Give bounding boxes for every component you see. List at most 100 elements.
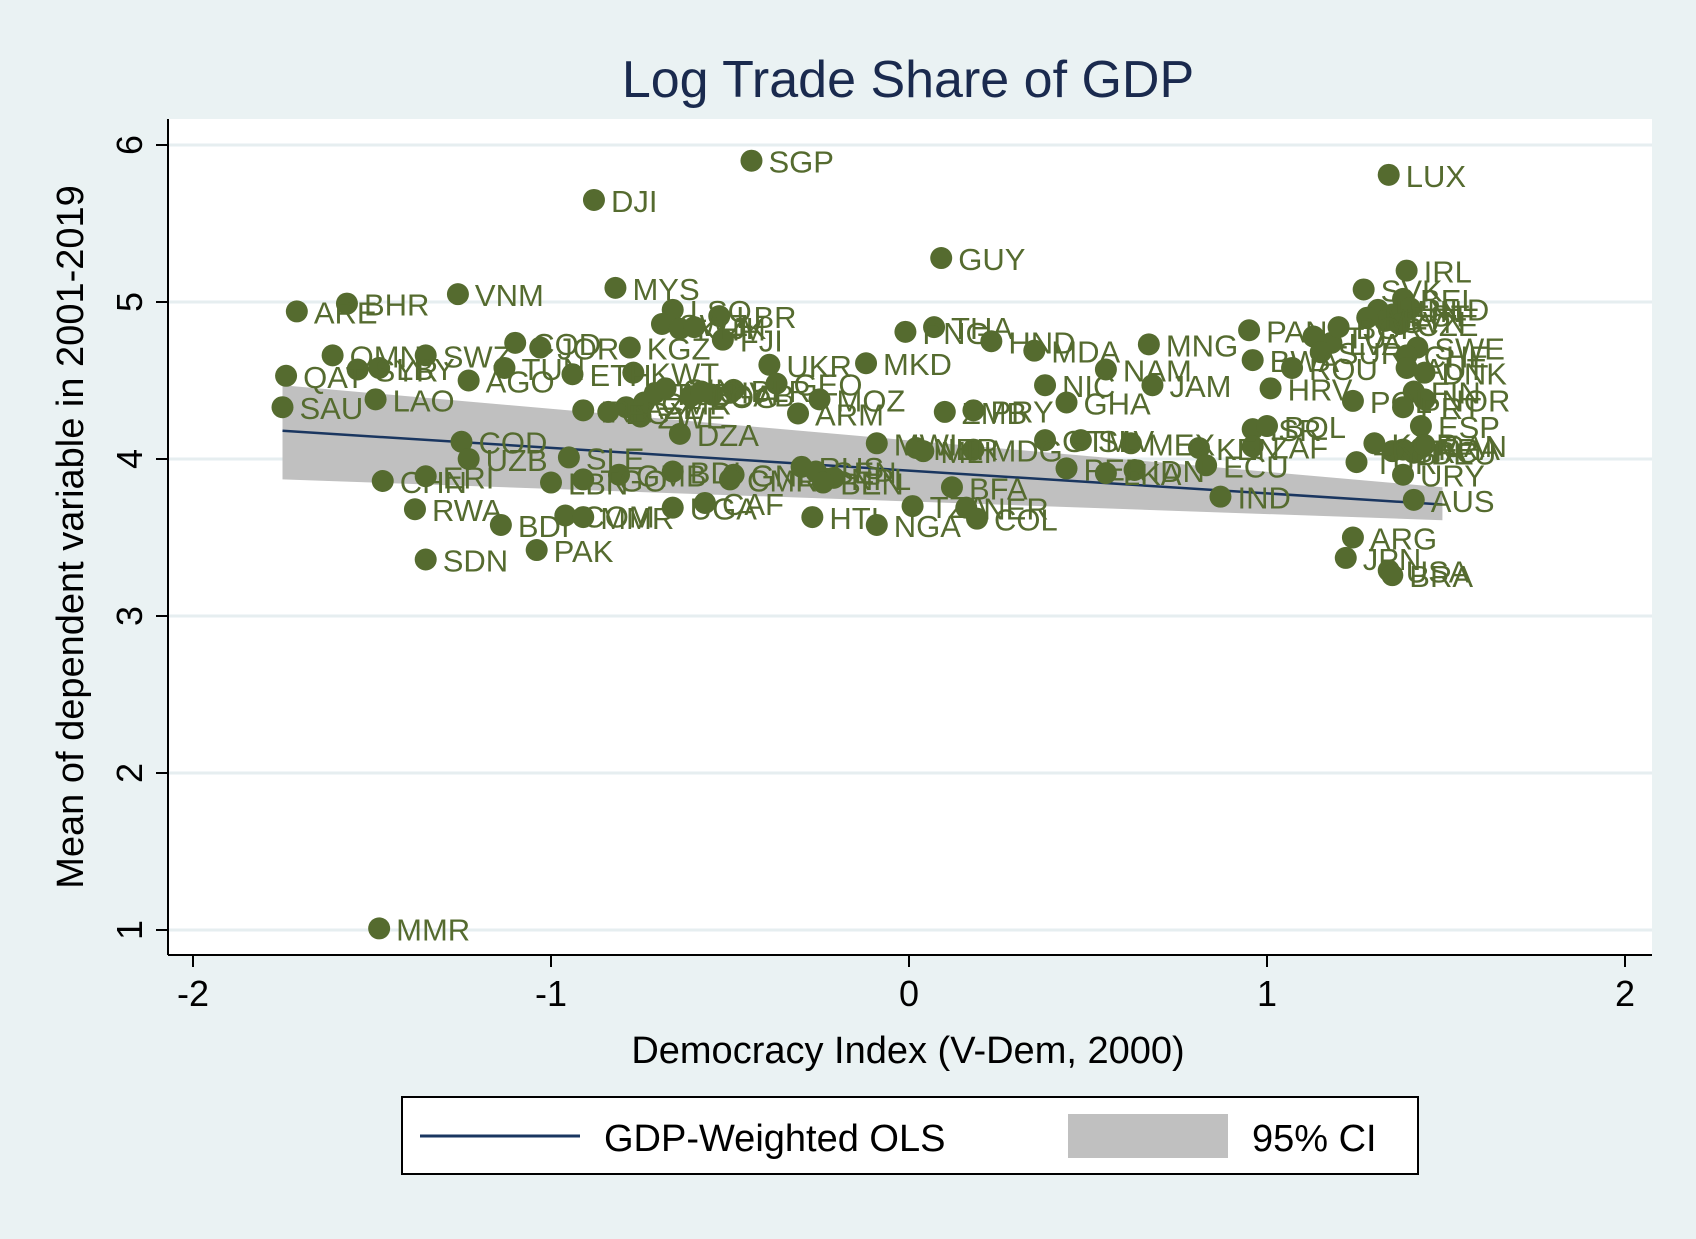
point-label: VNM (475, 278, 544, 313)
point-label: ARE (314, 295, 378, 330)
data-point (540, 471, 562, 494)
point-label: ROU (1309, 352, 1378, 387)
data-point (1094, 358, 1117, 381)
point-label: ECU (1223, 449, 1288, 484)
point-label: NLD (1427, 292, 1489, 327)
data-point (690, 380, 713, 403)
point-label: KEN (1216, 432, 1280, 467)
x-axis-label: Democracy Index (V-Dem, 2000) (631, 1030, 1184, 1072)
data-point (1055, 391, 1078, 414)
data-point (414, 548, 437, 571)
point-label: SDN (443, 543, 508, 578)
point-label: GHA (1084, 386, 1152, 421)
plot-area (168, 119, 1652, 955)
data-point (1209, 485, 1232, 508)
data-point (457, 369, 480, 392)
data-point (608, 463, 631, 486)
point-label: BEL (1420, 283, 1479, 318)
data-point (414, 344, 437, 367)
data-point (930, 247, 953, 270)
data-point (812, 471, 835, 494)
data-point (525, 539, 548, 562)
data-point (787, 402, 810, 425)
point-label: SVN (1402, 305, 1466, 340)
point-label: COL (994, 503, 1058, 538)
point-label: CZE (1416, 308, 1478, 343)
data-point (450, 430, 473, 453)
data-point (285, 300, 308, 323)
data-point (1392, 463, 1415, 486)
data-point (765, 372, 788, 395)
data-point (1356, 306, 1379, 329)
data-point (1123, 458, 1146, 481)
data-point (1334, 546, 1357, 569)
data-point (1363, 432, 1386, 455)
data-point (912, 440, 935, 463)
point-label: IRL (1424, 255, 1472, 290)
data-point (962, 399, 985, 422)
point-label: DNK (1442, 357, 1508, 392)
y-tick-label: 3 (109, 606, 150, 626)
data-point (650, 312, 673, 335)
data-point (271, 396, 294, 419)
data-point (962, 438, 985, 461)
point-label: NER (983, 492, 1048, 527)
point-label: FRA (1438, 432, 1500, 467)
data-point (1402, 488, 1425, 511)
data-point (801, 506, 824, 529)
data-point (493, 356, 516, 379)
point-label: PRY (990, 394, 1053, 429)
data-point (615, 396, 638, 419)
y-tick-label: 4 (109, 449, 150, 469)
point-label: BOL (1284, 410, 1346, 445)
point-label: ARM (815, 397, 884, 432)
data-point (371, 469, 394, 492)
point-label: JOR (557, 332, 619, 367)
point-label: MYS (632, 272, 699, 307)
data-point (865, 432, 888, 455)
legend-ci-swatch (1068, 1114, 1228, 1158)
point-label: SWE (1434, 332, 1505, 367)
point-label: FIN (1431, 375, 1481, 410)
point-label: MMR (396, 912, 470, 947)
point-label: BWA (1270, 344, 1340, 379)
point-label: NGA (894, 509, 962, 544)
point-label: PAK (554, 534, 614, 569)
point-label: QAT (303, 360, 364, 395)
data-point (933, 400, 956, 423)
data-point (572, 468, 595, 491)
point-label: TJK (711, 311, 766, 346)
data-point (554, 504, 577, 527)
point-label: BHR (364, 288, 429, 323)
data-point (1281, 356, 1304, 379)
data-point (1309, 341, 1332, 364)
data-point (719, 468, 741, 491)
data-point (1374, 309, 1397, 332)
data-point (1241, 349, 1264, 372)
point-label: MLT (1384, 302, 1444, 337)
data-point (1034, 429, 1057, 452)
y-axis-ticks: 1 2 3 4 5 6 (109, 135, 168, 940)
point-label: AGO (486, 365, 555, 400)
point-label: ERI (443, 460, 495, 495)
data-point (1413, 433, 1436, 456)
point-label: CIV (718, 375, 770, 410)
point-label: EST (1409, 299, 1469, 334)
data-point (529, 336, 552, 359)
data-point (1381, 440, 1404, 463)
data-point (368, 356, 391, 379)
point-label: MLI (940, 435, 992, 470)
data-point (1055, 457, 1078, 480)
data-point (321, 344, 344, 367)
data-point (1141, 374, 1164, 397)
point-label: LVA (1348, 327, 1402, 362)
data-point (1023, 339, 1046, 362)
legend-label-ci: 95% CI (1252, 1118, 1377, 1160)
fit-line (282, 429, 1443, 506)
data-point (1341, 389, 1364, 412)
point-label: KOR (1391, 427, 1458, 462)
data-point (1341, 526, 1364, 549)
data-point (403, 498, 426, 521)
